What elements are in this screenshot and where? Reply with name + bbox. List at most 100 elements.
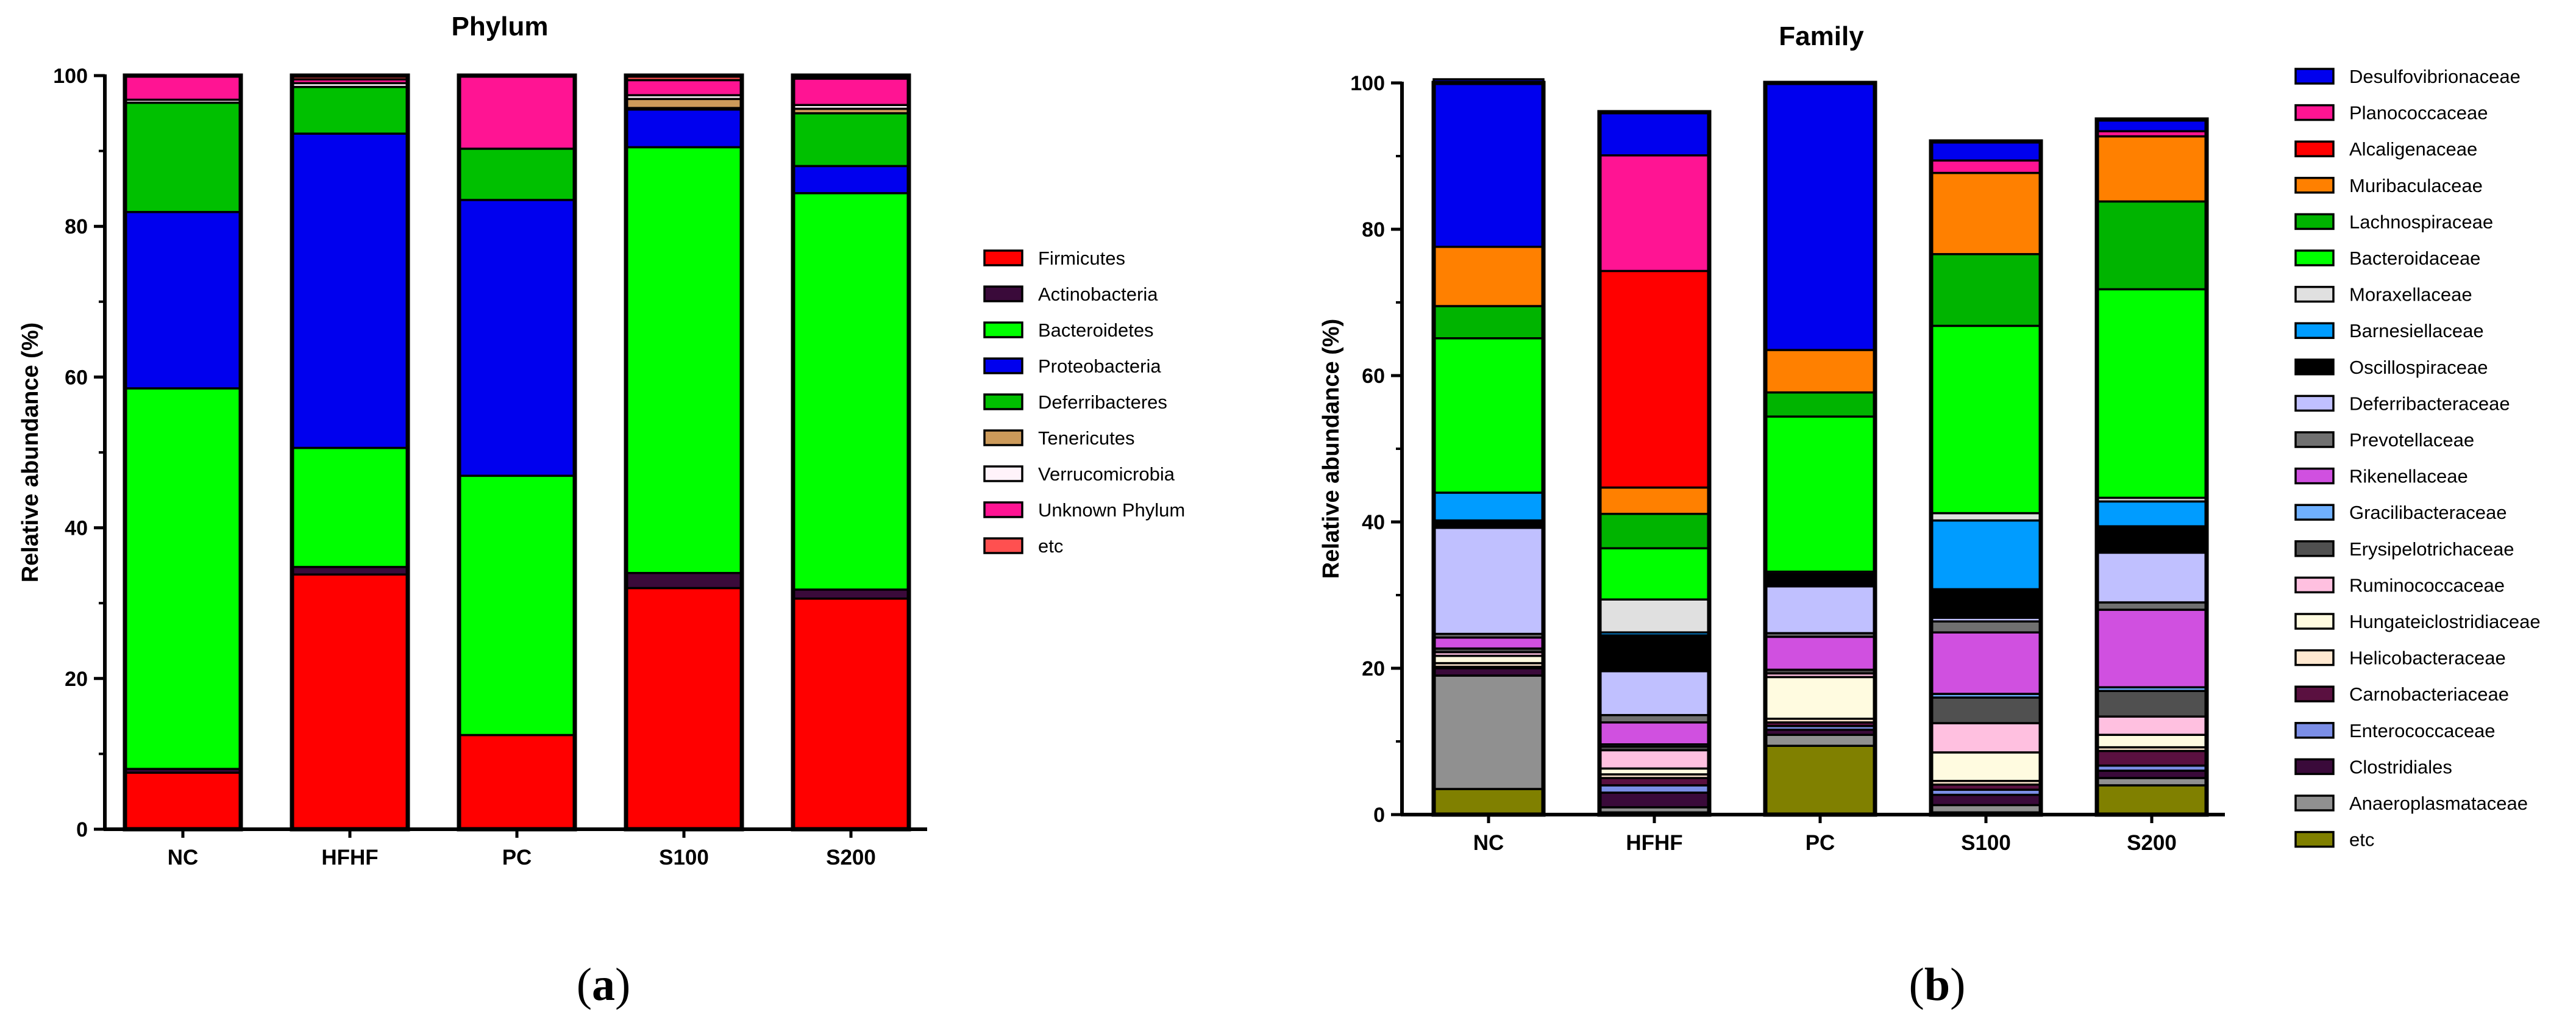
bar-segment-muribaculaceae-nc xyxy=(1432,246,1545,307)
y-axis-label: Relative abundance (%) xyxy=(18,323,43,583)
bar-segment-muribaculaceae-s100 xyxy=(1930,171,2042,255)
y-tick-label-20: 20 xyxy=(1362,657,1385,680)
x-tick-label-pc: PC xyxy=(1806,831,1835,855)
bar-segment-lachnospiraceae-s100 xyxy=(1930,253,2042,327)
legend-label-alcaligenaceae: Alcaligenaceae xyxy=(2349,138,2477,160)
bar-s200 xyxy=(2094,117,2209,817)
legend-label-etc: etc xyxy=(1038,535,1063,557)
legend-swatch-rikenellaceae xyxy=(2294,467,2335,485)
legend-swatch-clostridiales xyxy=(2294,758,2335,776)
bar-segment-prevotellaceae-s200 xyxy=(2096,601,2208,611)
bar-segment-lachnospiraceae-hfhf xyxy=(1598,513,1710,549)
legend-label-enterococcaceae: Enterococcaceae xyxy=(2349,720,2496,741)
x-tick-label-hfhf: HFHF xyxy=(1626,831,1682,855)
panel-label-letter: b xyxy=(1924,959,1950,1010)
legend-swatch-deferribacteres xyxy=(983,393,1023,410)
bar-segment-bacteroidetes-s200 xyxy=(792,192,910,591)
panel-label: (a) xyxy=(577,959,631,1010)
y-tick-label-40: 40 xyxy=(1362,511,1385,534)
bar-segment-erysipelotrichaceae-s200 xyxy=(2096,690,2208,718)
bar-segment-rikenellaceae-s100 xyxy=(1930,631,2042,695)
bar-segment-oscillospiraceae-s100 xyxy=(1930,588,2042,619)
legend-swatch-oscillospiraceae xyxy=(2294,359,2335,376)
legend-label-barnesiellaceae: Barnesiellaceae xyxy=(2349,320,2484,341)
legend-label-unknown-phylum: Unknown Phylum xyxy=(1038,499,1185,521)
y-tick-label-80: 80 xyxy=(1362,218,1385,241)
legend-swatch-bacteroidetes xyxy=(983,321,1023,338)
legend-label-carnobacteriaceae: Carnobacteriaceae xyxy=(2349,684,2509,705)
legend-swatch-moraxellaceae xyxy=(2294,285,2335,303)
x-tick-label-s100: S100 xyxy=(1961,831,2011,855)
bar-segment-bacteroidetes-s100 xyxy=(625,146,743,574)
legend-label-erysipelotrichaceae: Erysipelotrichaceae xyxy=(2349,538,2514,560)
legend-swatch-anaeroplasmataceae xyxy=(2294,794,2335,812)
legend-swatch-enterococcaceae xyxy=(2294,722,2335,739)
phylum-chart: Phylum Relative abundance (%) NC HFHF PC S100… xyxy=(18,12,1185,1010)
y-tick-label-100: 100 xyxy=(1350,72,1385,95)
y-tick-label-40: 40 xyxy=(65,517,88,540)
bar-segment-carnobacteriaceae-hfhf xyxy=(1598,777,1710,787)
bar-s100 xyxy=(1929,139,2043,817)
bar-hfhf xyxy=(1597,110,1712,817)
x-tick-label-s200: S200 xyxy=(2127,831,2177,855)
legend-label-hungateiclostridiaceae: Hungateiclostridiaceae xyxy=(2349,611,2541,632)
bar-segment-clostridiales-s200 xyxy=(2096,769,2208,779)
bar-segment-muribaculaceae-pc xyxy=(1764,349,1876,394)
bar-segment-bacteroidaceae-s200 xyxy=(2096,288,2208,499)
bar-segment-rikenellaceae-nc xyxy=(1432,636,1545,650)
legend-label-firmicutes: Firmicutes xyxy=(1038,248,1125,269)
legend-swatch-alcaligenaceae xyxy=(2294,140,2335,157)
bar-segment-muribaculaceae-hfhf xyxy=(1598,486,1710,515)
legend-swatch-gracilibacteraceae xyxy=(2294,504,2335,521)
bar-segment-erysipelotrichaceae-s100 xyxy=(1930,696,2042,724)
bar-segment-moraxellaceae-hfhf xyxy=(1598,598,1710,634)
bar-segment-bacteroidetes-pc xyxy=(458,474,576,737)
bar-segment-actinobacteria-hfhf xyxy=(291,566,409,576)
panel-label: (b) xyxy=(1909,959,1966,1010)
legend: Firmicutes Actinobacteria Bacteroidetes Pro… xyxy=(983,248,1185,557)
bar-segment-etc-pc xyxy=(1764,744,1876,816)
bar-segment-deferribacteraceae-pc xyxy=(1764,585,1876,635)
bar-segment-proteobacteria-nc xyxy=(124,210,242,390)
bar-segment-hungateiclostridiaceae-s200 xyxy=(2096,734,2208,749)
bar-segment-etc-s200 xyxy=(2096,784,2208,816)
bar-segment-unknown-phylum-pc xyxy=(458,74,576,150)
legend-label-bacteroidaceae: Bacteroidaceae xyxy=(2349,248,2480,269)
bar-segment-hungateiclostridiaceae-nc xyxy=(1432,654,1545,665)
legend-label-helicobacteraceae: Helicobacteraceae xyxy=(2349,648,2506,669)
legend-label-deferribacteres: Deferribacteres xyxy=(1038,391,1167,413)
bar-segment-barnesiellaceae-s200 xyxy=(2096,500,2208,527)
bar-segment-desulfovibrionaceae-hfhf xyxy=(1598,111,1710,157)
bar-segment-bacteroidaceae-hfhf xyxy=(1598,547,1710,601)
bar-segment-hungateiclostridiaceae-s100 xyxy=(1930,751,2042,782)
bar-segment-deferribacteraceae-s200 xyxy=(2096,551,2208,604)
bar-segment-clostridiales-nc xyxy=(1432,667,1545,677)
bar-segment-oscillospiraceae-pc xyxy=(1764,573,1876,588)
bar-segment-actinobacteria-s100 xyxy=(625,572,743,590)
y-tick-label-0: 0 xyxy=(1373,804,1385,827)
legend-label-ruminococcaceae: Ruminococcaceae xyxy=(2349,574,2505,596)
panel-label-close: ) xyxy=(615,959,630,1010)
panel-label-open: ( xyxy=(1909,959,1924,1010)
legend-label-muribaculaceae: Muribaculaceae xyxy=(2349,175,2483,196)
legend-swatch-deferribacteraceae xyxy=(2294,394,2335,412)
bar-segment-unknown-phylum-s100 xyxy=(625,79,743,96)
bar-segment-tenericutes-s100 xyxy=(625,98,743,109)
bar-segment-firmicutes-pc xyxy=(458,734,576,830)
bar-segment-oscillospiraceae-hfhf xyxy=(1598,634,1710,673)
legend-swatch-desulfovibrionaceae xyxy=(2294,68,2335,85)
bar-segment-oscillospiraceae-nc xyxy=(1432,519,1545,529)
bar-segment-firmicutes-s100 xyxy=(625,587,743,830)
bar-segment-bacteroidetes-nc xyxy=(124,387,242,770)
bar-segment-barnesiellaceae-nc xyxy=(1432,491,1545,522)
family-chart: Family Relative abundance (%) NC HFHF PC S100… xyxy=(1318,21,2541,1010)
bar-segment-hungateiclostridiaceae-pc xyxy=(1764,676,1876,720)
bar-segment-proteobacteria-s100 xyxy=(625,108,743,149)
bar-segment-deferribacteraceae-nc xyxy=(1432,526,1545,635)
legend-label-verrucomicrobia: Verrucomicrobia xyxy=(1038,463,1175,485)
y-tick-label-20: 20 xyxy=(65,668,88,691)
bar-segment-prevotellaceae-hfhf xyxy=(1598,714,1710,724)
bar-segment-bacteroidaceae-nc xyxy=(1432,337,1545,494)
legend-label-tenericutes: Tenericutes xyxy=(1038,427,1135,449)
legend-label-desulfovibrionaceae: Desulfovibrionaceae xyxy=(2349,66,2521,87)
